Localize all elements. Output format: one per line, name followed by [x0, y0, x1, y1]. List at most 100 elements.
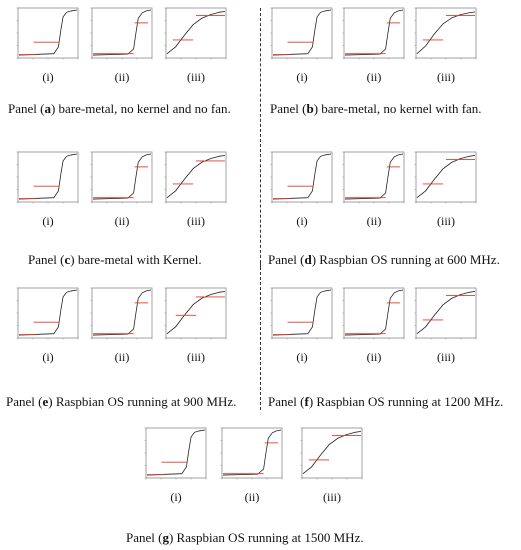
plot-g-3: [300, 427, 363, 480]
sub-label-2: (ii): [114, 214, 130, 228]
plot-b-2: [342, 7, 405, 60]
plot-frame: [415, 287, 477, 339]
caption-prefix: Panel (: [28, 252, 65, 267]
plot-f-3: [414, 287, 477, 340]
caption-text: ) Raspbian OS running at 900 MHz.: [48, 394, 237, 409]
panel-caption-g: Panel (g) Raspbian OS running at 1500 MH…: [126, 530, 364, 546]
series-line: [18, 289, 78, 336]
sub-label-3: (iii): [437, 350, 455, 364]
plot-c-2: [90, 151, 153, 204]
panel-caption-b: Panel (b) bare-metal, no kernel with fan…: [270, 101, 482, 117]
plot-frame: [343, 287, 405, 339]
series-line: [272, 289, 332, 336]
caption-text: ) bare-metal, no kernel and no fan.: [50, 101, 231, 116]
plot-f-2: [342, 287, 405, 340]
sub-label-2: (ii): [114, 70, 130, 84]
plot-frame: [301, 427, 363, 479]
plot-frame: [91, 7, 153, 59]
panel-caption-e: Panel (e) Raspbian OS running at 900 MHz…: [6, 394, 236, 410]
caption-letter: b: [306, 101, 314, 116]
plot-e-2: [90, 287, 153, 340]
plot-frame: [271, 7, 333, 59]
panel-caption-f: Panel (f) Raspbian OS running at 1200 MH…: [268, 394, 503, 410]
caption-text: ) Raspbian OS running at 1500 MHz.: [168, 530, 364, 545]
plot-frame: [415, 151, 477, 203]
panel-caption-a: Panel (a) bare-metal, no kernel and no f…: [8, 101, 231, 117]
sub-label-2: (ii): [366, 350, 382, 364]
sub-label-1: (i): [42, 214, 54, 228]
caption-prefix: Panel (: [8, 101, 45, 116]
panel-caption-c: Panel (c) bare-metal with Kernel.: [28, 252, 202, 268]
plot-a-3: [164, 7, 227, 60]
plot-e-3: [164, 287, 227, 340]
plot-frame: [165, 287, 227, 339]
caption-letter: a: [44, 101, 51, 116]
caption-text: ) bare-metal, no kernel with fan.: [313, 101, 482, 116]
sub-label-1: (i): [42, 350, 54, 364]
sub-label-3: (iii): [437, 214, 455, 228]
caption-prefix: Panel (: [126, 530, 163, 545]
caption-letter: g: [162, 530, 169, 545]
plot-d-2: [342, 151, 405, 204]
caption-prefix: Panel (: [6, 394, 43, 409]
caption-letter: e: [42, 394, 49, 409]
plot-e-1: [16, 287, 79, 340]
sub-label-2: (ii): [244, 490, 260, 504]
series-line: [416, 11, 476, 54]
caption-prefix: Panel (: [268, 252, 305, 267]
sub-label-1: (i): [296, 70, 308, 84]
plot-f-1: [270, 287, 333, 340]
plot-b-1: [270, 7, 333, 60]
plot-frame: [145, 427, 207, 479]
plot-frame: [271, 287, 333, 339]
plot-frame: [343, 151, 405, 203]
sub-label-1: (i): [296, 214, 308, 228]
sub-label-3: (iii): [187, 350, 205, 364]
sub-label-2: (ii): [114, 350, 130, 364]
sub-label-1: (i): [296, 350, 308, 364]
plot-frame: [271, 151, 333, 203]
plot-a-1: [16, 7, 79, 60]
plot-frame: [17, 287, 79, 339]
plot-frame: [415, 7, 477, 59]
series-line: [272, 9, 332, 56]
plot-a-2: [90, 7, 153, 60]
sub-label-3: (iii): [323, 490, 341, 504]
plot-g-2: [220, 427, 283, 480]
plot-d-1: [270, 151, 333, 204]
caption-letter: d: [304, 252, 312, 267]
caption-text: ) Raspbian OS running at 600 MHz.: [311, 252, 500, 267]
series-line: [18, 9, 78, 56]
series-line: [416, 154, 476, 199]
caption-letter: f: [304, 394, 309, 409]
plot-frame: [17, 7, 79, 59]
divider-bottom: [260, 262, 261, 410]
series-line: [302, 430, 362, 475]
plot-frame: [343, 7, 405, 59]
sub-label-3: (iii): [187, 214, 205, 228]
plot-d-3: [414, 151, 477, 204]
sub-label-3: (iii): [187, 70, 205, 84]
series-line: [166, 290, 226, 335]
plot-b-3: [414, 7, 477, 60]
plot-frame: [165, 151, 227, 203]
series-line: [166, 154, 226, 199]
sub-label-3: (iii): [437, 70, 455, 84]
sub-label-2: (ii): [366, 70, 382, 84]
series-line: [272, 153, 332, 200]
sub-label-2: (ii): [366, 214, 382, 228]
plot-frame: [17, 151, 79, 203]
series-line: [146, 429, 206, 476]
plot-frame: [91, 151, 153, 203]
plot-c-3: [164, 151, 227, 204]
caption-letter: c: [64, 252, 71, 267]
caption-text: ) bare-metal with Kernel.: [70, 252, 202, 267]
plot-frame: [91, 287, 153, 339]
plot-frame: [221, 427, 283, 479]
plot-g-1: [144, 427, 207, 480]
caption-prefix: Panel (: [270, 101, 307, 116]
plot-c-1: [16, 151, 79, 204]
caption-text: ) Raspbian OS running at 1200 MHz.: [308, 394, 504, 409]
divider-top: [260, 8, 261, 268]
